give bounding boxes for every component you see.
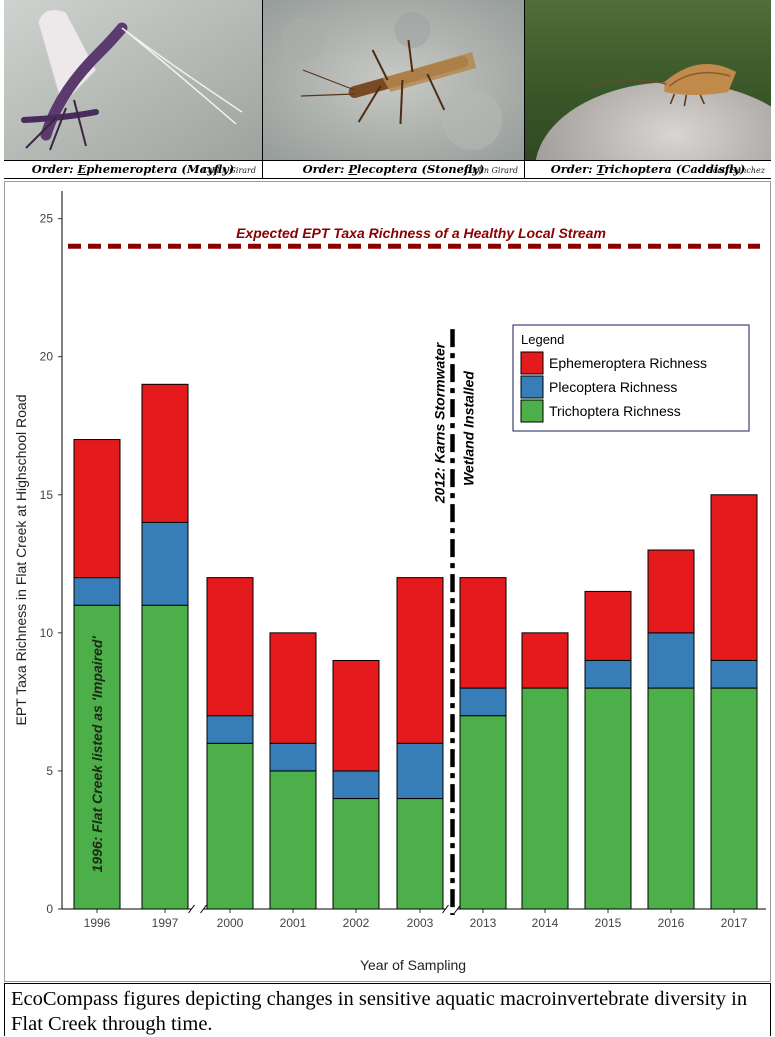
bar-plecoptera-2002 xyxy=(332,770,380,800)
caption-initial: P xyxy=(348,162,357,176)
bar-plecoptera-2003 xyxy=(396,742,444,800)
x-tick-label: 1997 xyxy=(152,916,179,930)
bar-trichoptera-2003 xyxy=(396,798,444,910)
insect-photo-strip: Carlin Girard Order: Ephemeroptera (Mayf… xyxy=(4,0,771,179)
wetland-annotation-line2: Wetland Installed xyxy=(461,371,477,486)
bar-plecoptera-2015 xyxy=(584,659,632,689)
photo-caption: Order: Trichoptera (Caddisfly) xyxy=(525,160,771,179)
legend-label-plecoptera: Plecoptera Richness xyxy=(549,379,677,395)
x-tick-label: 2003 xyxy=(407,916,434,930)
legend-label-trichoptera: Trichoptera Richness xyxy=(549,403,681,419)
x-tick-label: 1996 xyxy=(84,916,111,930)
x-tick-label: 2017 xyxy=(721,916,748,930)
bar-plecoptera-2016 xyxy=(647,632,695,689)
bar-trichoptera-2001 xyxy=(269,770,317,910)
y-tick-label: 0 xyxy=(46,902,53,916)
legend-box xyxy=(512,324,750,432)
bar-trichoptera-2014 xyxy=(521,687,569,910)
x-tick-label: 2015 xyxy=(595,916,622,930)
caption-initial: E xyxy=(77,162,87,176)
axis-break-mark xyxy=(200,904,207,914)
y-tick-label: 15 xyxy=(40,488,54,502)
bar-ephemeroptera-1997 xyxy=(141,383,189,523)
y-tick-label: 25 xyxy=(40,212,54,226)
bar-trichoptera-2015 xyxy=(584,687,632,910)
x-tick-label: 2016 xyxy=(658,916,685,930)
photo-credit: Carlin Girard xyxy=(463,166,518,175)
caption-rest: richoptera (Caddisfly) xyxy=(604,162,746,176)
caption-initial: T xyxy=(596,162,605,176)
bar-trichoptera-2000 xyxy=(206,742,254,910)
ept-richness-chart: 0 5 10 15 20 25 1996 1997 2000 2001 2002 2003 2013 20… xyxy=(13,191,766,973)
x-axis-title: Year of Sampling xyxy=(360,957,466,973)
bar-ephemeroptera-2015 xyxy=(584,590,632,661)
bar-ephemeroptera-2013 xyxy=(459,577,507,689)
y-tick-label: 10 xyxy=(40,626,54,640)
bar-ephemeroptera-2000 xyxy=(206,577,254,717)
x-tick-label: 2002 xyxy=(343,916,370,930)
bar-trichoptera-2016 xyxy=(647,687,695,910)
bar-ephemeroptera-1996 xyxy=(73,439,121,579)
mayfly-photo xyxy=(4,0,262,160)
caption-prefix: Order: xyxy=(550,162,597,176)
impaired-annotation: 1996: Flat Creek listed as 'Impaired' xyxy=(89,636,105,873)
bar-ephemeroptera-2014 xyxy=(521,632,569,689)
axis-break-mark xyxy=(442,904,449,914)
caption-rest: lecoptera (Stonefly) xyxy=(356,162,485,176)
bar-trichoptera-2002 xyxy=(332,798,380,910)
legend-title: Legend xyxy=(521,332,564,347)
x-tick-label: 2013 xyxy=(470,916,497,930)
bar-plecoptera-2013 xyxy=(459,687,507,717)
bar-plecoptera-2017 xyxy=(710,659,758,689)
reference-line-label: Expected EPT Taxa Richness of a Healthy … xyxy=(236,225,606,241)
caddisfly-panel: Scott Sanchez Order: Trichoptera (Caddis… xyxy=(524,0,771,179)
bar-ephemeroptera-2001 xyxy=(269,632,317,744)
x-tick-label: 2000 xyxy=(217,916,244,930)
caption-rest: phemeroptera (Mayfly) xyxy=(86,162,235,176)
photo-credit: Carlin Girard xyxy=(201,166,256,175)
legend-swatch-trichoptera xyxy=(520,399,544,423)
bar-ephemeroptera-2002 xyxy=(332,659,380,772)
bar-trichoptera-1997 xyxy=(141,604,189,910)
y-tick-label: 5 xyxy=(46,764,53,778)
bar-plecoptera-1997 xyxy=(141,521,189,606)
bar-trichoptera-1996 xyxy=(73,604,121,910)
caption-prefix: Order: xyxy=(302,162,349,176)
x-tick-label: 2014 xyxy=(532,916,559,930)
legend-label-ephemeroptera: Ephemeroptera Richness xyxy=(549,355,707,371)
mayfly-panel: Carlin Girard Order: Ephemeroptera (Mayf… xyxy=(4,0,262,179)
caddisfly-photo xyxy=(525,0,771,160)
bar-ephemeroptera-2017 xyxy=(710,494,758,661)
legend-swatch-ephemeroptera xyxy=(520,351,544,375)
bar-plecoptera-2000 xyxy=(206,715,254,744)
photo-caption: Order: Plecoptera (Stonefly) xyxy=(263,160,524,179)
wetland-annotation-line1: 2012: Karns Stormwater xyxy=(432,341,448,504)
caption-prefix: Order: xyxy=(31,162,78,176)
bar-ephemeroptera-2003 xyxy=(396,577,444,744)
photo-caption: Order: Ephemeroptera (Mayfly) xyxy=(4,160,262,179)
bar-trichoptera-2013 xyxy=(459,715,507,910)
y-axis-title: EPT Taxa Richness in Flat Creek at Highs… xyxy=(13,395,29,726)
y-tick-label: 20 xyxy=(40,350,54,364)
bar-plecoptera-1996 xyxy=(73,577,121,606)
photo-credit: Scott Sanchez xyxy=(707,166,765,175)
bar-ephemeroptera-2016 xyxy=(647,549,695,634)
stonefly-photo xyxy=(263,0,524,160)
bar-plecoptera-2001 xyxy=(269,742,317,772)
figure-caption: EcoCompass figures depicting changes in … xyxy=(4,983,771,1036)
legend-swatch-plecoptera xyxy=(520,375,544,399)
chart-frame xyxy=(4,181,771,982)
bar-trichoptera-2017 xyxy=(710,687,758,910)
axis-break-mark xyxy=(188,904,195,914)
stonefly-panel: Carlin Girard Order: Plecoptera (Stonefl… xyxy=(262,0,524,179)
x-tick-label: 2001 xyxy=(280,916,307,930)
